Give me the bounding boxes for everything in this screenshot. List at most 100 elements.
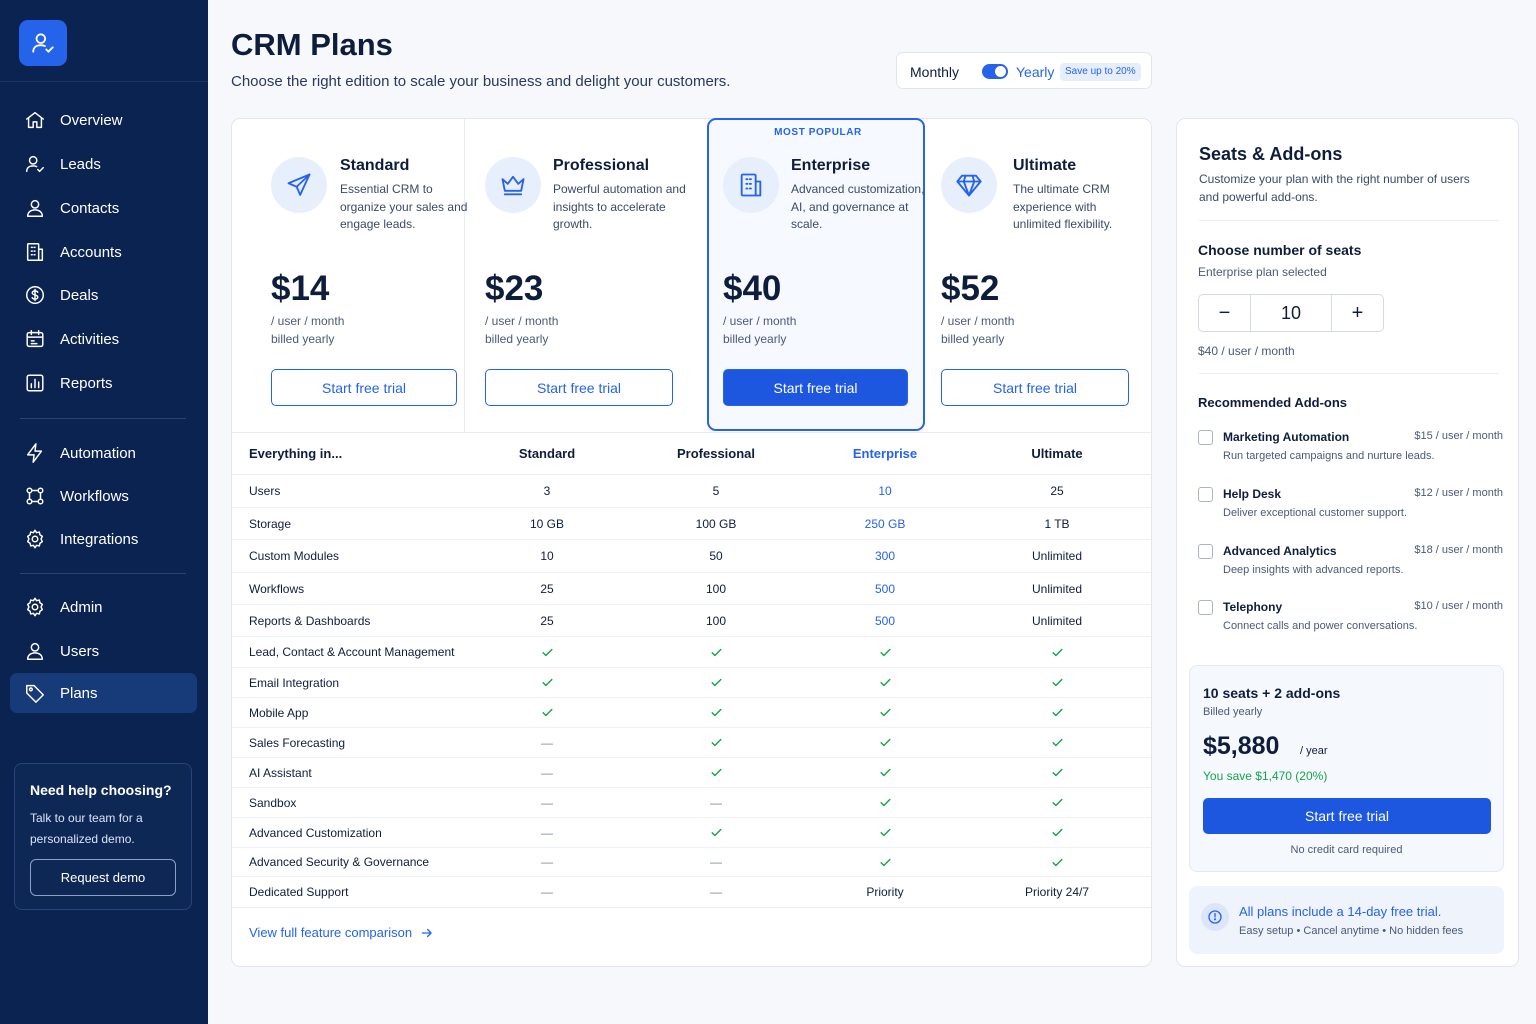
start-trial-button-ultimate[interactable]: Start free trial (941, 369, 1129, 406)
sidebar-item-activities[interactable]: Activities (10, 319, 197, 359)
sidebar-item-label: Workflows (60, 487, 129, 505)
comparison-cell-feature: Reports & Dashboards (249, 613, 371, 628)
seats-count-input[interactable]: 10 (1280, 302, 1302, 323)
sidebar-item-overview[interactable]: Overview (10, 100, 197, 140)
addon-checkbox[interactable] (1198, 544, 1213, 559)
seats-title: Choose number of seats (1198, 242, 1362, 258)
diamond-icon (941, 157, 997, 213)
addon-checkbox[interactable] (1198, 487, 1213, 502)
billing-yearly-option[interactable]: Yearly (1016, 64, 1055, 80)
sidebar-item-reports[interactable]: Reports (10, 363, 197, 403)
order-summary: 10 seats + 2 add-ons Billed yearly $5,88… (1189, 665, 1504, 872)
switch-knob (995, 66, 1006, 77)
addon-description: Deliver exceptional customer support. (1223, 507, 1408, 519)
comparison-cell-feature: Dedicated Support (249, 885, 349, 899)
dollar-icon (24, 284, 46, 306)
addon-item[interactable]: Telephony $10 / user / month Connect calls… (1198, 598, 1503, 638)
sidebar-item-automation[interactable]: Automation (10, 433, 197, 473)
check-icon (815, 758, 955, 787)
no-credit-card-note: No credit card required (1290, 844, 1403, 856)
plan-description: The ultimate CRM experience with unlimit… (1013, 182, 1113, 231)
sidebar-item-label: Leads (60, 155, 101, 173)
plan-billing-note: billed yearly (941, 332, 1005, 346)
billing-period-toggle: Monthly Yearly Save up to 20% (896, 52, 1152, 89)
sidebar-item-label: Plans (60, 684, 98, 702)
addon-item[interactable]: Help Desk $12 / user / month Deliver excep… (1198, 485, 1503, 525)
clock-icon (1201, 903, 1229, 931)
comparison-cell-standard: — (541, 855, 553, 869)
view-full-comparison-label: View full feature comparison (249, 925, 413, 940)
addon-name: Telephony (1223, 600, 1283, 614)
sidebar-item-deals[interactable]: Deals (10, 275, 197, 315)
view-full-comparison-link[interactable]: View full feature comparison (249, 925, 434, 940)
sidebar-item-contacts[interactable]: Contacts (10, 188, 197, 228)
sidebar-item-label: Automation (60, 444, 136, 462)
check-icon (477, 698, 617, 727)
check-icon (987, 668, 1127, 697)
check-icon (815, 698, 955, 727)
trial-title: All plans include a 14-day free trial. (1239, 904, 1442, 919)
comparison-cell-feature: Advanced Customization (249, 825, 382, 840)
addon-checkbox[interactable] (1198, 600, 1213, 615)
billing-monthly-option[interactable]: Monthly (910, 64, 960, 80)
start-trial-button-standard[interactable]: Start free trial (271, 369, 457, 406)
check-icon (815, 848, 955, 876)
start-trial-button-enterprise[interactable]: Start free trial (723, 369, 908, 406)
addon-description: Run targeted campaigns and nurture leads… (1223, 450, 1435, 462)
summary-start-trial-button[interactable]: Start free trial (1203, 798, 1491, 834)
comparison-row: Sales Forecasting — (232, 728, 1151, 758)
paper-plane-icon (271, 157, 327, 213)
start-trial-button-professional[interactable]: Start free trial (485, 369, 673, 406)
sidebar-item-leads[interactable]: Leads (10, 144, 197, 184)
billing-switch[interactable] (982, 64, 1008, 79)
seats-decrement-button[interactable]: − (1199, 295, 1251, 331)
comparison-row: AI Assistant — (232, 758, 1151, 788)
plan-price-unit: / user / month (271, 314, 345, 328)
comparison-cell-standard: — (541, 765, 553, 780)
sidebar-item-integrations[interactable]: Integrations (10, 519, 197, 559)
check-icon (815, 788, 955, 817)
check-icon (646, 728, 786, 757)
comparison-cell-ultimate: Unlimited (1031, 549, 1082, 563)
plan-billing-note: billed yearly (271, 332, 335, 346)
calendar-icon (24, 328, 46, 350)
sidebar-item-admin[interactable]: Admin (10, 587, 197, 627)
addon-item[interactable]: Marketing Automation $15 / user / month Ru… (1198, 428, 1503, 468)
addon-description: Deep insights with advanced reports. (1223, 564, 1404, 576)
panel-subtitle: Customize your plan with the right numbe… (1199, 172, 1470, 204)
seats-stepper: − 10 + (1198, 294, 1384, 332)
most-popular-badge: MOST POPULAR (774, 127, 862, 138)
save-badge: Save up to 20% (1060, 63, 1141, 81)
comparison-cell-ultimate: Priority 24/7 (1024, 885, 1090, 899)
addon-item[interactable]: Advanced Analytics $18 / user / month Deep… (1198, 542, 1503, 582)
request-demo-button[interactable]: Request demo (30, 859, 176, 896)
check-icon (815, 637, 955, 667)
building-icon (24, 241, 46, 263)
panel-divider (1199, 373, 1499, 374)
comparison-row: Storage 10 GB 100 GB 250 GB 1 TB (232, 508, 1151, 540)
seats-increment-button[interactable]: + (1331, 295, 1383, 331)
app-logo[interactable] (19, 20, 67, 66)
sidebar: Overview Leads Contacts Accounts Deals Activi… (0, 0, 208, 1024)
sidebar-item-users[interactable]: Users (10, 631, 197, 671)
addon-name: Advanced Analytics (1223, 544, 1337, 558)
plan-name: Professional (553, 157, 650, 174)
sidebar-item-plans[interactable]: Plans (10, 673, 197, 713)
comparison-cell-ultimate: Unlimited (1031, 613, 1082, 628)
page-title: CRM Plans (231, 27, 393, 62)
arrow-right-icon (421, 928, 432, 937)
summary-savings: You save $1,470 (20%) (1203, 769, 1328, 783)
addon-checkbox[interactable] (1198, 430, 1213, 445)
sidebar-separator (20, 573, 186, 574)
comparison-cell-ultimate: 25 (1050, 484, 1064, 498)
sidebar-item-workflows[interactable]: Workflows (10, 476, 197, 516)
panel-title: Seats & Add-ons (1199, 144, 1343, 164)
check-icon (646, 637, 786, 667)
sidebar-item-accounts[interactable]: Accounts (10, 232, 197, 272)
seats-plan-selected: Enterprise plan selected (1198, 265, 1327, 279)
user-plus-icon (32, 33, 54, 53)
comparison-cell-professional: 50 (709, 549, 723, 563)
plan-name: Standard (340, 157, 410, 174)
comparison-cell-standard: 10 GB (529, 516, 565, 531)
plan-price-unit: / user / month (723, 314, 797, 328)
